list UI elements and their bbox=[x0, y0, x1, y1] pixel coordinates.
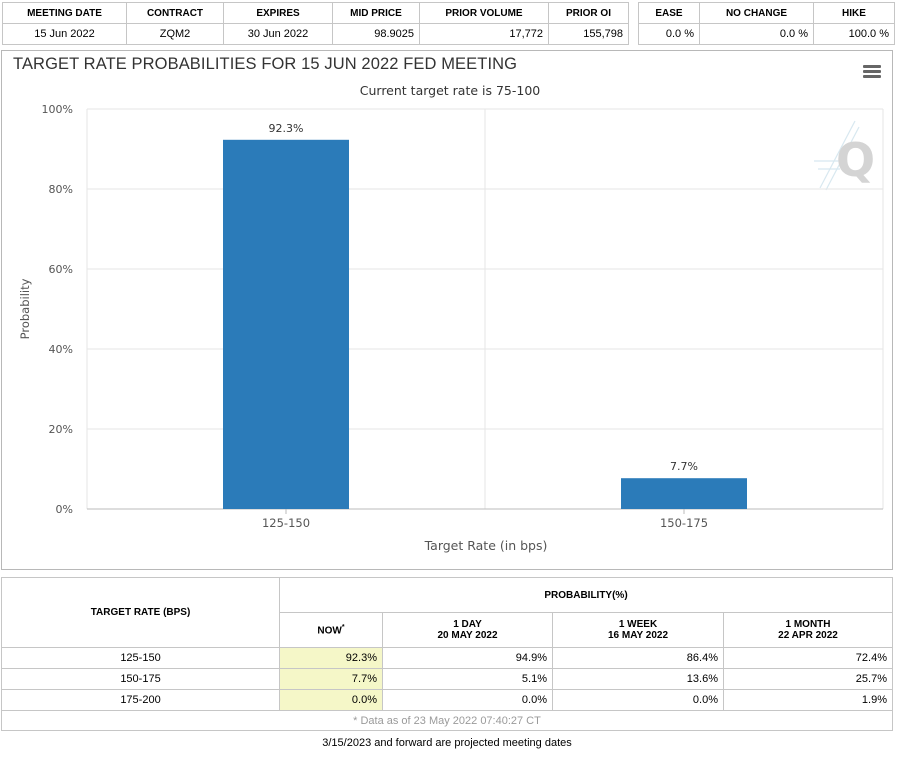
expires-value: 30 Jun 2022 bbox=[223, 23, 333, 45]
col-1day-date: 20 MAY 2022 bbox=[437, 630, 498, 641]
target-rate-header: TARGET RATE (BPS) bbox=[1, 577, 280, 648]
table-row: 125-150 92.3% 94.9% 86.4% 72.4% bbox=[1, 647, 893, 669]
col-1week-header: 1 WEEK 16 MAY 2022 bbox=[552, 612, 724, 648]
day-cell: 5.1% bbox=[382, 668, 553, 690]
y-tick-label: 100% bbox=[42, 103, 73, 116]
col-1month-header: 1 MONTH 22 APR 2022 bbox=[723, 612, 893, 648]
col-1month-label: 1 MONTH bbox=[785, 619, 831, 630]
month-cell: 25.7% bbox=[723, 668, 893, 690]
meeting-summary-table: MEETING DATE CONTRACT EXPIRES MID PRICE … bbox=[2, 2, 629, 45]
no-change-value: 0.0 % bbox=[699, 23, 814, 45]
header-prior-oi: PRIOR OI bbox=[548, 2, 629, 24]
col-1day-label: 1 DAY bbox=[453, 619, 482, 630]
y-axis-title: Probability bbox=[18, 278, 32, 339]
y-tick-label: 80% bbox=[49, 183, 73, 196]
day-cell: 0.0% bbox=[382, 689, 553, 711]
chart-title: TARGET RATE PROBABILITIES FOR 15 JUN 202… bbox=[13, 55, 518, 73]
bar[interactable] bbox=[621, 478, 747, 509]
header-hike: HIKE bbox=[813, 2, 895, 24]
header-no-change: NO CHANGE bbox=[699, 2, 814, 24]
chart-grid bbox=[86, 108, 884, 510]
rate-cell: 150-175 bbox=[1, 668, 280, 690]
col-1week-label: 1 WEEK bbox=[618, 619, 658, 630]
x-axis-title: Target Rate (in bps) bbox=[424, 538, 548, 553]
chart-panel: TARGET RATE PROBABILITIES FOR 15 JUN 202… bbox=[1, 50, 893, 570]
ease-value: 0.0 % bbox=[638, 23, 700, 45]
rate-cell: 175-200 bbox=[1, 689, 280, 711]
watermark-letter: Q bbox=[836, 133, 875, 187]
y-axis-ticks: 0% 20% 40% 60% 80% 100% bbox=[42, 103, 73, 516]
x-tick-label: 125-150 bbox=[262, 516, 310, 530]
x-tick-label: 150-175 bbox=[660, 516, 708, 530]
probability-bar-chart: Current target rate is 75-100 Q 0% 20% 40%… bbox=[18, 83, 884, 553]
y-tick-label: 40% bbox=[49, 343, 73, 356]
meeting-date-value: 15 Jun 2022 bbox=[2, 23, 127, 45]
week-cell: 86.4% bbox=[552, 647, 724, 669]
col-now-header: NOW* bbox=[279, 612, 383, 648]
header-expires: EXPIRES bbox=[223, 2, 333, 24]
header-mid-price: MID PRICE bbox=[332, 2, 420, 24]
table-row: 175-200 0.0% 0.0% 0.0% 1.9% bbox=[1, 689, 893, 711]
projected-dates-note: 3/15/2023 and forward are projected meet… bbox=[322, 737, 572, 749]
probability-header: PROBABILITY(%) bbox=[279, 577, 893, 613]
rate-cell: 125-150 bbox=[1, 647, 280, 669]
col-1month-date: 22 APR 2022 bbox=[778, 630, 838, 641]
now-cell: 7.7% bbox=[279, 668, 383, 690]
x-axis-ticks: 125-150 150-175 bbox=[262, 509, 708, 530]
header-prior-volume: PRIOR VOLUME bbox=[419, 2, 549, 24]
mid-price-value: 98.9025 bbox=[332, 23, 420, 45]
y-tick-label: 60% bbox=[49, 263, 73, 276]
col-1day-header: 1 DAY 20 MAY 2022 bbox=[382, 612, 553, 648]
bar[interactable] bbox=[223, 139, 349, 510]
outlook-summary-table: EASE NO CHANGE HIKE 0.0 % 0.0 % 100.0 % bbox=[638, 2, 895, 45]
bar-data-label: 7.7% bbox=[670, 460, 698, 473]
now-cell: 0.0% bbox=[279, 689, 383, 711]
table-row: 150-175 7.7% 5.1% 13.6% 25.7% bbox=[1, 668, 893, 690]
prior-oi-value: 155,798 bbox=[548, 23, 629, 45]
chart-subtitle: Current target rate is 75-100 bbox=[360, 83, 541, 98]
week-cell: 0.0% bbox=[552, 689, 724, 711]
col-now-star: * bbox=[341, 623, 345, 631]
prior-volume-value: 17,772 bbox=[419, 23, 549, 45]
header-contract: CONTRACT bbox=[126, 2, 224, 24]
month-cell: 1.9% bbox=[723, 689, 893, 711]
month-cell: 72.4% bbox=[723, 647, 893, 669]
chart-bars: 92.3% 7.7% bbox=[223, 122, 747, 510]
hike-value: 100.0 % bbox=[813, 23, 895, 45]
hamburger-menu-icon[interactable] bbox=[863, 65, 881, 79]
y-tick-label: 0% bbox=[56, 503, 73, 516]
col-now-label: NOW bbox=[317, 625, 342, 637]
watermark-logo-icon: Q bbox=[814, 120, 875, 191]
bar-data-label: 92.3% bbox=[269, 122, 304, 135]
contract-value: ZQM2 bbox=[126, 23, 224, 45]
week-cell: 13.6% bbox=[552, 668, 724, 690]
header-meeting-date: MEETING DATE bbox=[2, 2, 127, 24]
now-cell: 92.3% bbox=[279, 647, 383, 669]
y-tick-label: 20% bbox=[49, 423, 73, 436]
data-timestamp-footnote: * Data as of 23 May 2022 07:40:27 CT bbox=[1, 710, 893, 731]
col-1week-date: 16 MAY 2022 bbox=[607, 630, 669, 641]
header-ease: EASE bbox=[638, 2, 700, 24]
probability-table: TARGET RATE (BPS) PROBABILITY(%) NOW* 1 … bbox=[1, 577, 893, 731]
day-cell: 94.9% bbox=[382, 647, 553, 669]
